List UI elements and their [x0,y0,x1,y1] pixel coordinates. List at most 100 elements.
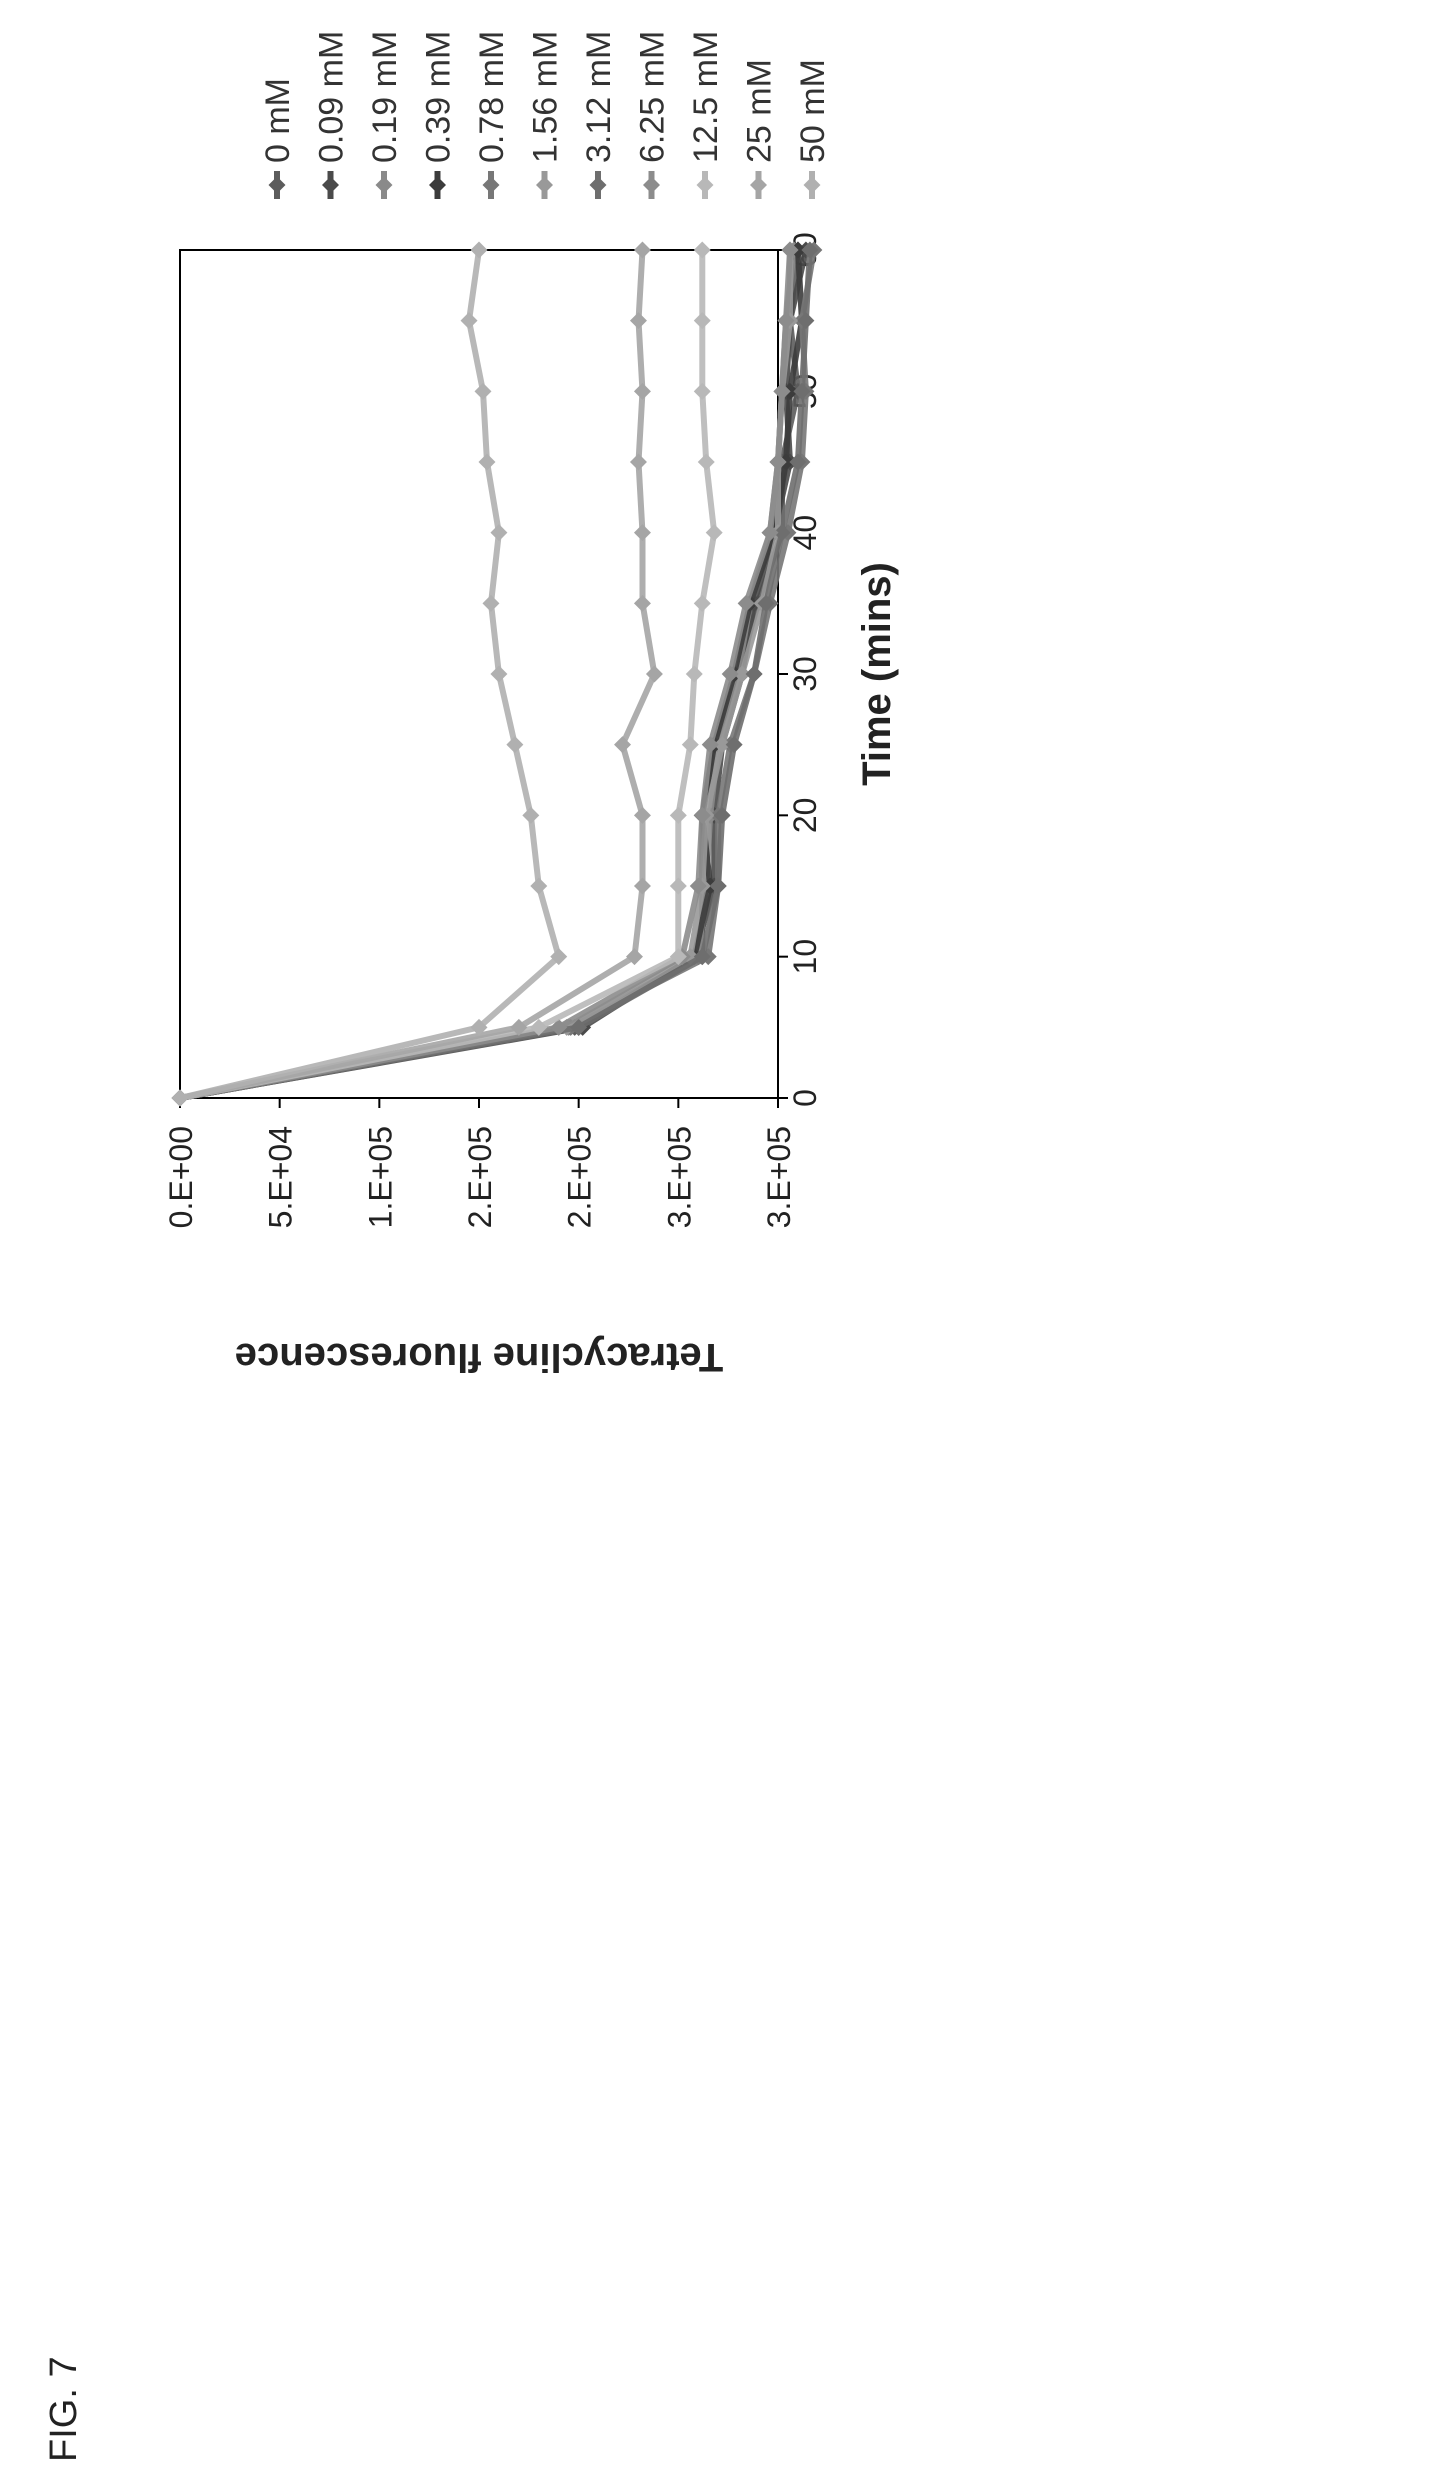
series-2 [171,241,803,1107]
legend-marker [482,176,500,194]
data-point [693,594,711,612]
data-point [745,665,763,683]
data-point [474,382,492,400]
series-0 [171,241,807,1107]
y-tick-label: 2.E+05 [462,1126,498,1228]
data-point [777,312,795,330]
data-point [510,1018,528,1036]
x-axis-title: Time (mins) [855,562,899,786]
data-point [669,877,687,895]
legend-marker [429,176,446,194]
data-point [701,736,719,754]
data-point [793,382,811,400]
data-point [669,806,687,824]
data-point [470,241,488,259]
data-point [645,665,663,683]
legend-marker [268,176,286,194]
data-point [522,806,540,824]
series-10 [171,241,568,1107]
data-point [693,382,711,400]
data-point [614,736,632,754]
data-point [570,1018,588,1036]
data-point [550,948,568,966]
data-point [633,594,651,612]
data-point [769,453,787,471]
data-point [693,241,711,259]
data-point [705,524,723,542]
data-point [761,524,779,542]
data-point [789,453,807,471]
legend-label: 12.5 mM [687,31,725,163]
chart-root: 01020304050600.E+005.E+041.E+052.E+052.E… [163,31,899,1379]
data-point [693,948,711,966]
data-point [693,806,711,824]
data-point [633,241,651,259]
legend-label: 0.19 mM [366,31,404,163]
data-point [470,1018,488,1036]
y-tick-label: 3.E+05 [761,1126,797,1228]
data-point [530,1018,548,1036]
data-point [733,665,751,683]
data-point [530,877,548,895]
data-point [633,524,651,542]
series-line [177,247,718,1101]
data-point [713,806,731,824]
data-point [773,382,791,400]
data-point [797,312,815,330]
data-point [629,312,647,330]
x-tick-label: 20 [787,798,823,834]
data-point [693,312,711,330]
x-tick-label: 0 [787,1089,823,1107]
legend-label: 0.39 mM [420,31,458,163]
legend-label: 3.12 mM [580,31,618,163]
data-point [773,524,791,542]
data-point [801,241,819,259]
data-point [669,948,687,966]
legend-label: 6.25 mM [634,31,672,163]
data-point [633,877,651,895]
data-point [689,877,707,895]
x-tick-label: 30 [787,656,823,692]
figure-label: FIG. 7 [43,2356,85,2462]
y-tick-label: 0.E+00 [163,1126,199,1228]
legend-marker [589,176,607,194]
data-point [633,806,651,824]
y-tick-label: 3.E+05 [661,1126,697,1228]
legend-label: 0.09 mM [313,31,351,163]
data-point [506,736,524,754]
series-line [177,247,658,1101]
data-point [482,594,500,612]
data-point [737,594,755,612]
series-9 [171,241,663,1107]
data-point [709,877,727,895]
data-point [757,594,775,612]
legend-marker [750,176,767,194]
legend-label: 50 mM [794,59,832,163]
x-tick-label: 10 [787,939,823,975]
y-tick-label: 1.E+05 [362,1126,398,1228]
y-tick-label: 2.E+05 [562,1126,598,1228]
y-axis-title: Tetracycline fluorescence [235,1335,723,1379]
data-point [490,524,508,542]
data-point [697,453,715,471]
legend-marker [643,176,660,194]
legend-marker [696,176,714,194]
data-point [478,453,496,471]
data-point [633,382,651,400]
legend-label: 25 mM [741,59,779,163]
data-point [550,1018,568,1036]
series-8 [171,241,723,1107]
legend-marker [803,176,821,194]
legend-marker [375,176,393,194]
data-point [685,665,703,683]
data-point [721,665,739,683]
data-point [460,312,478,330]
legend-label: 0.78 mM [473,31,511,163]
y-tick-label: 5.E+04 [263,1126,299,1228]
data-point [725,736,743,754]
data-point [625,948,643,966]
data-point [681,736,699,754]
data-point [781,241,799,259]
legend-marker [322,176,339,194]
